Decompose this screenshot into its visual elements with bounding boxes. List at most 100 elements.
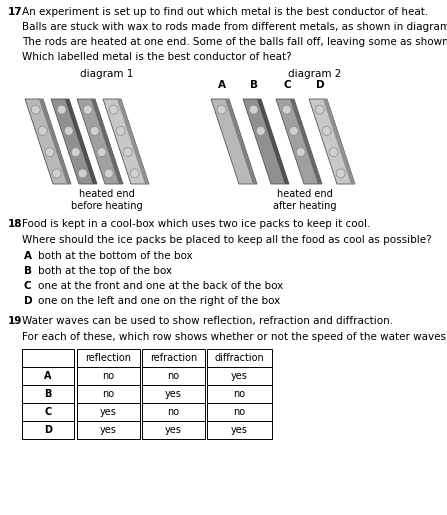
Polygon shape xyxy=(290,99,322,184)
Text: diagram 2: diagram 2 xyxy=(288,69,342,79)
Circle shape xyxy=(57,105,66,114)
Text: yes: yes xyxy=(231,425,248,435)
Text: Balls are stuck with wax to rods made from different metals, as shown in diagram: Balls are stuck with wax to rods made fr… xyxy=(22,22,447,32)
Circle shape xyxy=(64,126,73,135)
Circle shape xyxy=(109,105,118,114)
Circle shape xyxy=(123,148,132,157)
Text: one at the front and one at the back of the box: one at the front and one at the back of … xyxy=(38,281,283,291)
Text: Where should the ice packs be placed to keep all the food as cool as possible?: Where should the ice packs be placed to … xyxy=(22,235,432,245)
Text: C: C xyxy=(24,281,32,291)
Polygon shape xyxy=(225,99,257,184)
Circle shape xyxy=(90,126,99,135)
Circle shape xyxy=(249,105,258,114)
Circle shape xyxy=(217,105,226,114)
Bar xyxy=(77,385,140,403)
Text: yes: yes xyxy=(100,425,117,435)
Text: An experiment is set up to find out which metal is the best conductor of heat.: An experiment is set up to find out whic… xyxy=(22,7,428,17)
Polygon shape xyxy=(211,99,257,184)
Text: 19: 19 xyxy=(8,316,22,326)
Polygon shape xyxy=(65,99,97,184)
Bar xyxy=(22,349,74,367)
Polygon shape xyxy=(25,99,71,184)
Text: 18: 18 xyxy=(8,219,22,229)
Text: D: D xyxy=(316,80,325,90)
Circle shape xyxy=(116,126,125,135)
Circle shape xyxy=(329,148,338,157)
Polygon shape xyxy=(276,99,322,184)
Polygon shape xyxy=(91,99,123,184)
Text: C: C xyxy=(44,407,51,417)
Polygon shape xyxy=(257,99,289,184)
Bar xyxy=(142,421,205,439)
Text: both at the bottom of the box: both at the bottom of the box xyxy=(38,251,193,261)
Text: after heating: after heating xyxy=(273,201,337,211)
Bar xyxy=(22,367,74,385)
Text: Food is kept in a cool-box which uses two ice packs to keep it cool.: Food is kept in a cool-box which uses tw… xyxy=(22,219,371,229)
Text: diagram 1: diagram 1 xyxy=(80,69,134,79)
Text: heated end: heated end xyxy=(277,189,333,199)
Text: diffraction: diffraction xyxy=(215,353,264,363)
Circle shape xyxy=(282,105,291,114)
Bar xyxy=(207,367,272,385)
Text: both at the top of the box: both at the top of the box xyxy=(38,266,172,276)
Bar xyxy=(142,403,205,421)
Circle shape xyxy=(322,126,331,135)
Circle shape xyxy=(256,126,265,135)
Text: B: B xyxy=(250,80,258,90)
Bar xyxy=(142,349,205,367)
Text: no: no xyxy=(168,371,180,381)
Polygon shape xyxy=(77,99,123,184)
Text: no: no xyxy=(168,407,180,417)
Circle shape xyxy=(45,148,54,157)
Text: no: no xyxy=(102,389,114,399)
Text: D: D xyxy=(24,296,33,306)
Bar xyxy=(77,367,140,385)
Circle shape xyxy=(38,126,47,135)
Circle shape xyxy=(52,169,61,178)
Text: A: A xyxy=(218,80,226,90)
Text: one on the left and one on the right of the box: one on the left and one on the right of … xyxy=(38,296,280,306)
Text: D: D xyxy=(44,425,52,435)
Text: 17: 17 xyxy=(8,7,23,17)
Polygon shape xyxy=(117,99,149,184)
Text: yes: yes xyxy=(165,389,182,399)
Text: yes: yes xyxy=(165,425,182,435)
Text: B: B xyxy=(44,389,52,399)
Circle shape xyxy=(296,148,305,157)
Text: B: B xyxy=(24,266,32,276)
Polygon shape xyxy=(243,99,289,184)
Text: C: C xyxy=(283,80,291,90)
Polygon shape xyxy=(103,99,149,184)
Bar xyxy=(207,421,272,439)
Circle shape xyxy=(315,105,324,114)
Bar xyxy=(207,403,272,421)
Text: yes: yes xyxy=(231,371,248,381)
Circle shape xyxy=(289,126,298,135)
Bar xyxy=(77,403,140,421)
Text: A: A xyxy=(24,251,32,261)
Circle shape xyxy=(78,169,87,178)
Text: yes: yes xyxy=(100,407,117,417)
Bar xyxy=(22,403,74,421)
Text: Water waves can be used to show reflection, refraction and diffraction.: Water waves can be used to show reflecti… xyxy=(22,316,393,326)
Text: before heating: before heating xyxy=(71,201,143,211)
Bar xyxy=(142,367,205,385)
Circle shape xyxy=(336,169,345,178)
Polygon shape xyxy=(39,99,71,184)
Circle shape xyxy=(104,169,113,178)
Circle shape xyxy=(71,148,80,157)
Text: Which labelled metal is the best conductor of heat?: Which labelled metal is the best conduct… xyxy=(22,52,291,62)
Circle shape xyxy=(130,169,139,178)
Polygon shape xyxy=(51,99,97,184)
Circle shape xyxy=(31,105,40,114)
Text: heated end: heated end xyxy=(79,189,135,199)
Bar xyxy=(142,385,205,403)
Text: reflection: reflection xyxy=(85,353,131,363)
Bar xyxy=(207,349,272,367)
Bar xyxy=(77,421,140,439)
Text: The rods are heated at one end. Some of the balls fall off, leaving some as show: The rods are heated at one end. Some of … xyxy=(22,37,447,47)
Bar xyxy=(207,385,272,403)
Polygon shape xyxy=(309,99,355,184)
Text: For each of these, which row shows whether or not the speed of the water waves c: For each of these, which row shows wheth… xyxy=(22,332,447,342)
Text: no: no xyxy=(233,389,245,399)
